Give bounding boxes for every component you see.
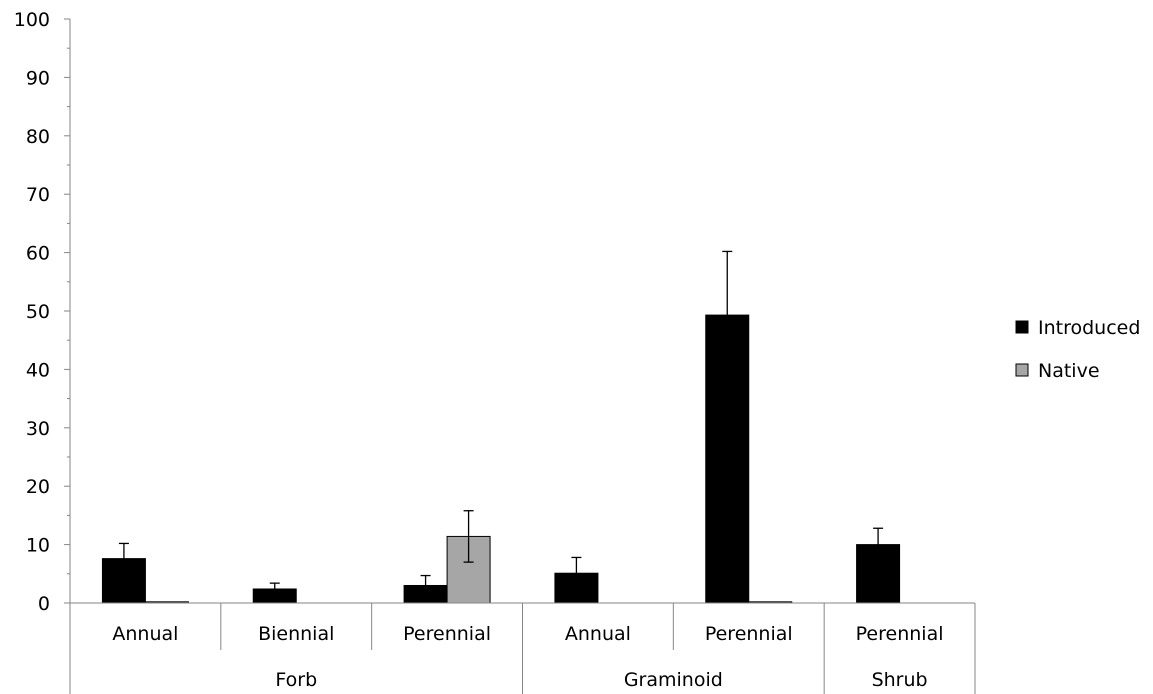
y-tick-label: 60 xyxy=(26,243,50,265)
y-tick-label: 70 xyxy=(26,184,50,206)
y-tick-label: 80 xyxy=(26,126,50,148)
legend-label-native: Native xyxy=(1038,360,1100,382)
x-axis: Annual Biennial Perennial Annual Perennial Pe… xyxy=(69,602,976,694)
legend-swatch-introduced xyxy=(1015,320,1029,334)
category-label: Perennial xyxy=(856,623,944,645)
y-tick-label: 10 xyxy=(26,535,50,557)
bar-introduced-4 xyxy=(705,314,750,604)
bar-introduced-1 xyxy=(252,588,297,604)
legend-label-introduced: Introduced xyxy=(1038,317,1140,339)
category-label: Perennial xyxy=(403,623,491,645)
bar-introduced-0 xyxy=(101,558,146,604)
y-tick-label: 100 xyxy=(14,9,50,31)
category-label: Annual xyxy=(565,623,631,645)
bars xyxy=(101,250,901,604)
bar-introduced-3 xyxy=(554,572,599,604)
bar-introduced-2 xyxy=(403,584,448,604)
y-tick-label: 90 xyxy=(26,67,50,89)
y-tick-label: 30 xyxy=(26,418,50,440)
category-label: Biennial xyxy=(258,623,334,645)
group-label: Forb xyxy=(275,669,317,691)
legend: Introduced Native xyxy=(1015,317,1140,382)
y-axis: 0 10 20 30 40 50 60 70 80 90 100 xyxy=(14,9,71,615)
group-label: Shrub xyxy=(872,669,928,691)
group-label: Graminoid xyxy=(624,669,723,691)
legend-swatch-native xyxy=(1015,363,1029,377)
y-tick-label: 40 xyxy=(26,359,50,381)
y-tick-label: 0 xyxy=(38,593,50,615)
bar-introduced-5 xyxy=(856,544,901,604)
y-tick-label: 50 xyxy=(26,301,50,323)
category-label: Annual xyxy=(112,623,178,645)
category-label: Perennial xyxy=(705,623,793,645)
y-tick-label: 20 xyxy=(26,476,50,498)
